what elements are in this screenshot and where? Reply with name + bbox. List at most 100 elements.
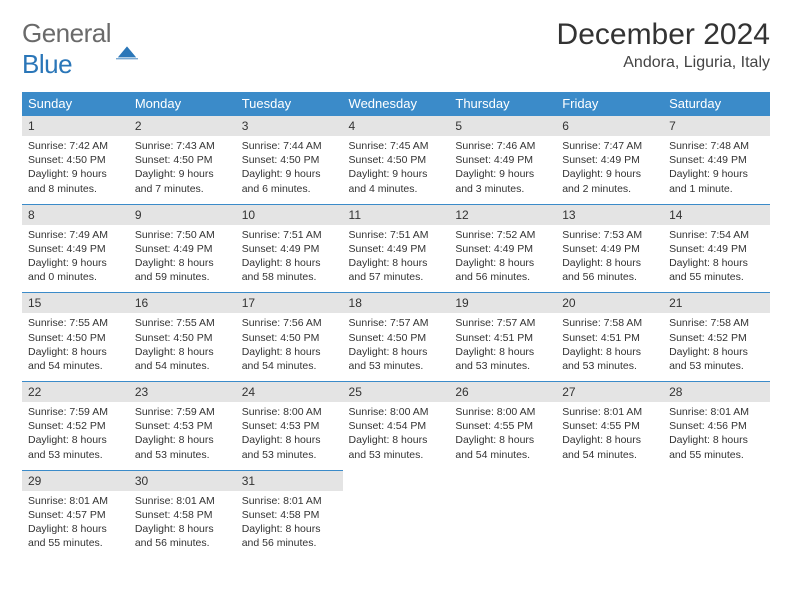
day-number: 7: [663, 115, 770, 136]
day-number: 10: [236, 204, 343, 225]
brand-logo: General Blue: [22, 18, 138, 80]
weekday-header: Thursday: [449, 92, 556, 115]
day-number: 31: [236, 470, 343, 491]
calendar-cell: 13Sunrise: 7:53 AMSunset: 4:49 PMDayligh…: [556, 204, 663, 293]
calendar-cell: 2Sunrise: 7:43 AMSunset: 4:50 PMDaylight…: [129, 115, 236, 204]
day-number: 8: [22, 204, 129, 225]
day-number: 20: [556, 292, 663, 313]
calendar-cell: 17Sunrise: 7:56 AMSunset: 4:50 PMDayligh…: [236, 292, 343, 381]
calendar-row: 15Sunrise: 7:55 AMSunset: 4:50 PMDayligh…: [22, 292, 770, 381]
calendar-cell: 18Sunrise: 7:57 AMSunset: 4:50 PMDayligh…: [343, 292, 450, 381]
calendar-cell: 14Sunrise: 7:54 AMSunset: 4:49 PMDayligh…: [663, 204, 770, 293]
day-number: 24: [236, 381, 343, 402]
day-details: Sunrise: 7:56 AMSunset: 4:50 PMDaylight:…: [236, 313, 343, 373]
calendar-cell: 31Sunrise: 8:01 AMSunset: 4:58 PMDayligh…: [236, 470, 343, 559]
day-details: Sunrise: 7:55 AMSunset: 4:50 PMDaylight:…: [129, 313, 236, 373]
brand-text: General Blue: [22, 18, 111, 80]
calendar-cell: 26Sunrise: 8:00 AMSunset: 4:55 PMDayligh…: [449, 381, 556, 470]
day-number: 23: [129, 381, 236, 402]
calendar-cell: 3Sunrise: 7:44 AMSunset: 4:50 PMDaylight…: [236, 115, 343, 204]
day-number: 11: [343, 204, 450, 225]
calendar-cell: [663, 470, 770, 559]
weekday-header-row: SundayMondayTuesdayWednesdayThursdayFrid…: [22, 92, 770, 115]
day-number: 27: [556, 381, 663, 402]
calendar-cell: 7Sunrise: 7:48 AMSunset: 4:49 PMDaylight…: [663, 115, 770, 204]
page-header: General Blue December 2024 Andora, Ligur…: [22, 18, 770, 80]
day-details: Sunrise: 7:57 AMSunset: 4:51 PMDaylight:…: [449, 313, 556, 373]
day-details: Sunrise: 7:43 AMSunset: 4:50 PMDaylight:…: [129, 136, 236, 196]
calendar-row: 1Sunrise: 7:42 AMSunset: 4:50 PMDaylight…: [22, 115, 770, 204]
day-details: Sunrise: 8:00 AMSunset: 4:54 PMDaylight:…: [343, 402, 450, 462]
calendar-cell: 9Sunrise: 7:50 AMSunset: 4:49 PMDaylight…: [129, 204, 236, 293]
weekday-header: Tuesday: [236, 92, 343, 115]
calendar-body: 1Sunrise: 7:42 AMSunset: 4:50 PMDaylight…: [22, 115, 770, 558]
day-number: 17: [236, 292, 343, 313]
brand-sail-icon: [116, 42, 138, 60]
calendar-cell: 12Sunrise: 7:52 AMSunset: 4:49 PMDayligh…: [449, 204, 556, 293]
calendar-cell: 22Sunrise: 7:59 AMSunset: 4:52 PMDayligh…: [22, 381, 129, 470]
calendar-cell: 24Sunrise: 8:00 AMSunset: 4:53 PMDayligh…: [236, 381, 343, 470]
day-number: 3: [236, 115, 343, 136]
day-details: Sunrise: 8:00 AMSunset: 4:53 PMDaylight:…: [236, 402, 343, 462]
calendar-cell: [343, 470, 450, 559]
calendar-cell: 27Sunrise: 8:01 AMSunset: 4:55 PMDayligh…: [556, 381, 663, 470]
calendar-cell: 23Sunrise: 7:59 AMSunset: 4:53 PMDayligh…: [129, 381, 236, 470]
day-details: Sunrise: 7:46 AMSunset: 4:49 PMDaylight:…: [449, 136, 556, 196]
day-number: 29: [22, 470, 129, 491]
day-number: 25: [343, 381, 450, 402]
day-details: Sunrise: 7:47 AMSunset: 4:49 PMDaylight:…: [556, 136, 663, 196]
calendar-row: 22Sunrise: 7:59 AMSunset: 4:52 PMDayligh…: [22, 381, 770, 470]
day-details: Sunrise: 7:59 AMSunset: 4:52 PMDaylight:…: [22, 402, 129, 462]
month-title: December 2024: [557, 18, 770, 52]
day-details: Sunrise: 8:01 AMSunset: 4:55 PMDaylight:…: [556, 402, 663, 462]
day-details: Sunrise: 8:01 AMSunset: 4:57 PMDaylight:…: [22, 491, 129, 551]
weekday-header: Sunday: [22, 92, 129, 115]
day-number: 13: [556, 204, 663, 225]
calendar-cell: 8Sunrise: 7:49 AMSunset: 4:49 PMDaylight…: [22, 204, 129, 293]
calendar-cell: 5Sunrise: 7:46 AMSunset: 4:49 PMDaylight…: [449, 115, 556, 204]
calendar-cell: 28Sunrise: 8:01 AMSunset: 4:56 PMDayligh…: [663, 381, 770, 470]
calendar-cell: 15Sunrise: 7:55 AMSunset: 4:50 PMDayligh…: [22, 292, 129, 381]
calendar-cell: 20Sunrise: 7:58 AMSunset: 4:51 PMDayligh…: [556, 292, 663, 381]
day-details: Sunrise: 7:53 AMSunset: 4:49 PMDaylight:…: [556, 225, 663, 285]
day-number: 2: [129, 115, 236, 136]
day-details: Sunrise: 7:51 AMSunset: 4:49 PMDaylight:…: [236, 225, 343, 285]
day-details: Sunrise: 8:01 AMSunset: 4:58 PMDaylight:…: [236, 491, 343, 551]
calendar-cell: 1Sunrise: 7:42 AMSunset: 4:50 PMDaylight…: [22, 115, 129, 204]
weekday-header: Wednesday: [343, 92, 450, 115]
day-details: Sunrise: 8:00 AMSunset: 4:55 PMDaylight:…: [449, 402, 556, 462]
day-number: 28: [663, 381, 770, 402]
day-details: Sunrise: 7:57 AMSunset: 4:50 PMDaylight:…: [343, 313, 450, 373]
day-details: Sunrise: 7:50 AMSunset: 4:49 PMDaylight:…: [129, 225, 236, 285]
day-number: 15: [22, 292, 129, 313]
day-details: Sunrise: 7:59 AMSunset: 4:53 PMDaylight:…: [129, 402, 236, 462]
day-details: Sunrise: 7:42 AMSunset: 4:50 PMDaylight:…: [22, 136, 129, 196]
location-text: Andora, Liguria, Italy: [557, 54, 770, 72]
day-number: 18: [343, 292, 450, 313]
calendar-cell: 10Sunrise: 7:51 AMSunset: 4:49 PMDayligh…: [236, 204, 343, 293]
title-block: December 2024 Andora, Liguria, Italy: [557, 18, 770, 72]
weekday-header: Monday: [129, 92, 236, 115]
day-details: Sunrise: 7:54 AMSunset: 4:49 PMDaylight:…: [663, 225, 770, 285]
day-details: Sunrise: 7:44 AMSunset: 4:50 PMDaylight:…: [236, 136, 343, 196]
day-number: 12: [449, 204, 556, 225]
calendar-cell: [556, 470, 663, 559]
day-details: Sunrise: 8:01 AMSunset: 4:56 PMDaylight:…: [663, 402, 770, 462]
calendar-cell: 30Sunrise: 8:01 AMSunset: 4:58 PMDayligh…: [129, 470, 236, 559]
day-number: 21: [663, 292, 770, 313]
day-details: Sunrise: 7:49 AMSunset: 4:49 PMDaylight:…: [22, 225, 129, 285]
brand-word1: General: [22, 18, 111, 48]
day-number: 30: [129, 470, 236, 491]
day-number: 19: [449, 292, 556, 313]
calendar-cell: 19Sunrise: 7:57 AMSunset: 4:51 PMDayligh…: [449, 292, 556, 381]
calendar-row: 8Sunrise: 7:49 AMSunset: 4:49 PMDaylight…: [22, 204, 770, 293]
day-details: Sunrise: 7:51 AMSunset: 4:49 PMDaylight:…: [343, 225, 450, 285]
calendar-cell: 6Sunrise: 7:47 AMSunset: 4:49 PMDaylight…: [556, 115, 663, 204]
day-number: 9: [129, 204, 236, 225]
day-details: Sunrise: 7:55 AMSunset: 4:50 PMDaylight:…: [22, 313, 129, 373]
calendar-cell: 21Sunrise: 7:58 AMSunset: 4:52 PMDayligh…: [663, 292, 770, 381]
day-details: Sunrise: 7:52 AMSunset: 4:49 PMDaylight:…: [449, 225, 556, 285]
calendar-cell: 29Sunrise: 8:01 AMSunset: 4:57 PMDayligh…: [22, 470, 129, 559]
day-number: 26: [449, 381, 556, 402]
calendar-cell: 25Sunrise: 8:00 AMSunset: 4:54 PMDayligh…: [343, 381, 450, 470]
